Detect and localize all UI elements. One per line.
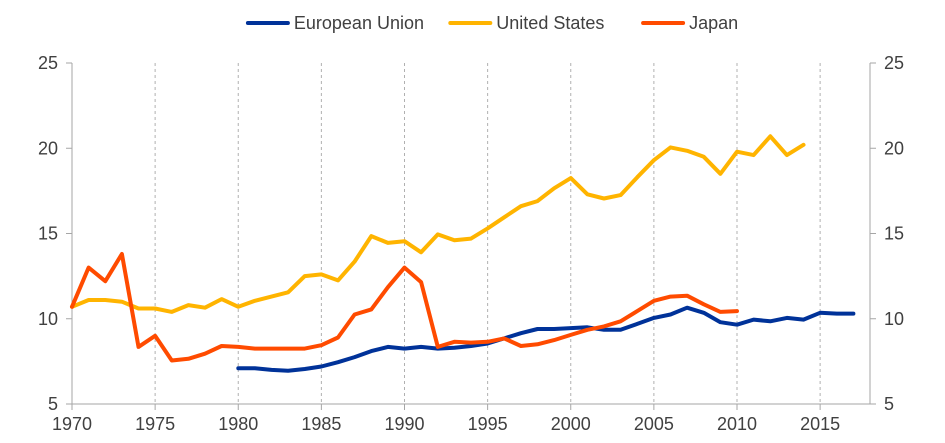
- x-tick-label: 2005: [634, 414, 674, 434]
- right-y-tick-label: 10: [884, 309, 904, 329]
- series-line-united-states: [70, 134, 806, 314]
- legend-label-united-states: United States: [496, 13, 604, 33]
- left-y-tick-label: 25: [38, 53, 58, 73]
- right-y-tick-label: 15: [884, 224, 904, 244]
- x-tick-label: 2015: [800, 414, 840, 434]
- x-tick-label: 1975: [135, 414, 175, 434]
- x-tick-label: 2010: [717, 414, 757, 434]
- tick-labels: 5 5 10 10 15 15 20 20 25 25 1970 1975 1980 1985 1990 19…: [38, 53, 904, 434]
- x-gridlines: [154, 63, 821, 404]
- x-tick-label: 1990: [384, 414, 424, 434]
- x-tick-label: 1980: [218, 414, 258, 434]
- x-tick-label: 1970: [52, 414, 92, 434]
- left-y-tick-label: 20: [38, 138, 58, 158]
- right-y-tick-label: 5: [884, 394, 894, 414]
- legend-label-japan: Japan: [689, 13, 738, 33]
- right-y-tick-label: 25: [884, 53, 904, 73]
- legend-label-european-union: European Union: [294, 13, 424, 33]
- left-y-tick-label: 10: [38, 309, 58, 329]
- chart-legend: European Union United States Japan: [245, 13, 738, 33]
- chart-axes: [66, 62, 876, 410]
- series-line-european-union: [236, 305, 856, 373]
- series-line-japan: [70, 252, 739, 363]
- left-y-tick-label: 15: [38, 224, 58, 244]
- x-tick-label: 1985: [301, 414, 341, 434]
- x-tick-label: 1995: [468, 414, 508, 434]
- series-layer: [70, 134, 856, 373]
- right-y-tick-label: 20: [884, 138, 904, 158]
- left-y-tick-label: 5: [48, 394, 58, 414]
- x-tick-label: 2000: [551, 414, 591, 434]
